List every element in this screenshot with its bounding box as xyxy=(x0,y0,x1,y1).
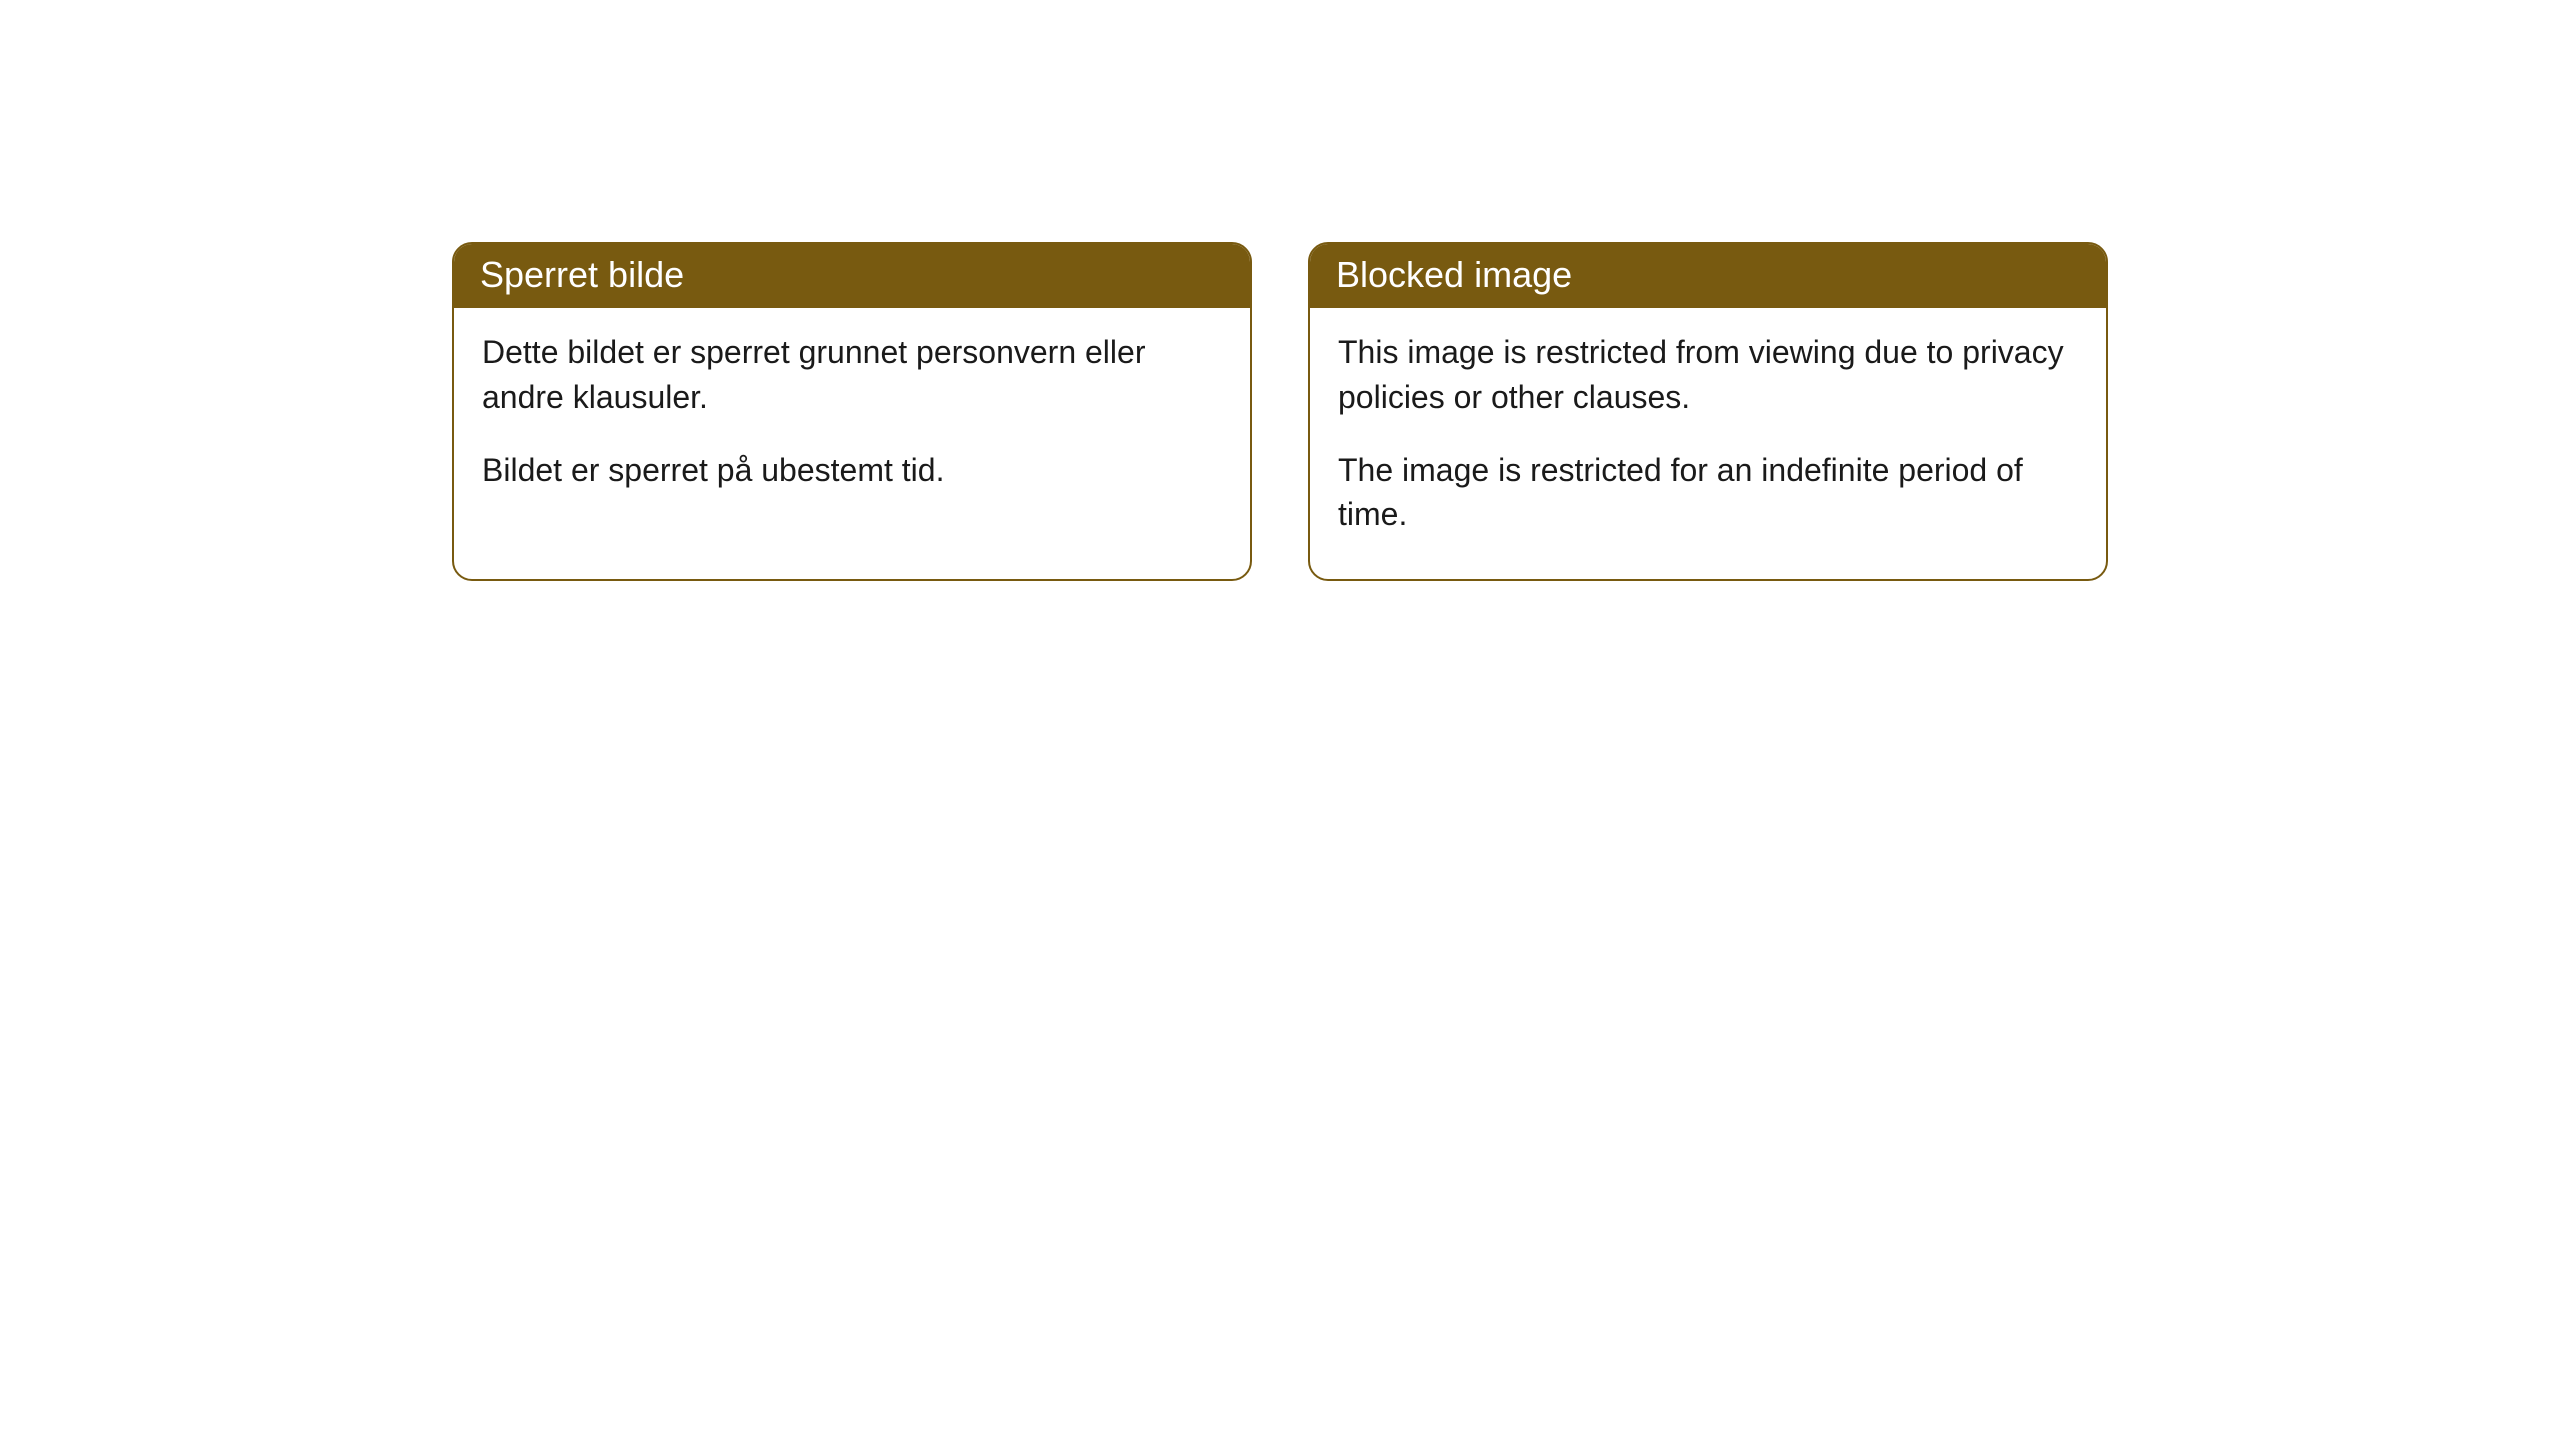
panel-title: Blocked image xyxy=(1310,244,2106,308)
panel-body: Dette bildet er sperret grunnet personve… xyxy=(454,308,1250,534)
notice-panel-norwegian: Sperret bilde Dette bildet er sperret gr… xyxy=(452,242,1252,581)
notice-container: Sperret bilde Dette bildet er sperret gr… xyxy=(452,242,2108,581)
panel-body: This image is restricted from viewing du… xyxy=(1310,308,2106,579)
panel-text-line-2: The image is restricted for an indefinit… xyxy=(1338,448,2078,538)
panel-title: Sperret bilde xyxy=(454,244,1250,308)
panel-text-line-2: Bildet er sperret på ubestemt tid. xyxy=(482,448,1222,493)
panel-text-line-1: This image is restricted from viewing du… xyxy=(1338,330,2078,420)
notice-panel-english: Blocked image This image is restricted f… xyxy=(1308,242,2108,581)
panel-text-line-1: Dette bildet er sperret grunnet personve… xyxy=(482,330,1222,420)
